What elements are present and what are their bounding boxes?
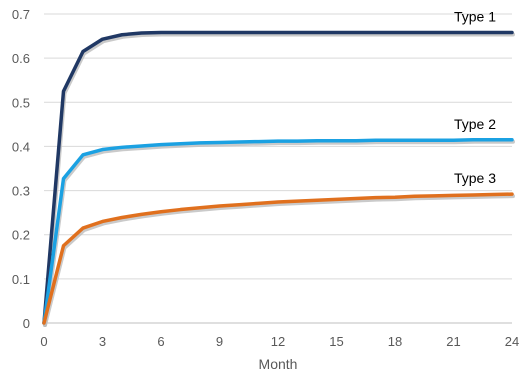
series-line-type-3 (42, 192, 514, 325)
y-tick-label: 0.7 (12, 7, 30, 22)
x-tick-label: 3 (99, 334, 106, 349)
series-label-type-3: Type 3 (454, 170, 496, 186)
x-axis-ticks: 0 3 6 9 12 15 18 21 24 (40, 334, 519, 349)
y-tick-label: 0.1 (12, 272, 30, 287)
x-axis-title: Month (259, 356, 298, 372)
x-tick-label: 12 (271, 334, 285, 349)
x-tick-label: 21 (446, 334, 460, 349)
x-tick-label: 24 (505, 334, 519, 349)
x-tick-label: 18 (388, 334, 402, 349)
y-tick-label: 0.6 (12, 51, 30, 66)
series-label-type-2: Type 2 (454, 116, 496, 132)
series-lines (42, 30, 515, 327)
gridlines (44, 13, 512, 280)
series-line-type-2 (42, 138, 514, 325)
y-tick-label: 0.2 (12, 228, 30, 243)
y-axis-ticks: 0 0.1 0.2 0.3 0.4 0.5 0.6 0.7 (12, 7, 30, 331)
series-shadow-type-1 (43, 32, 515, 327)
y-tick-label: 0.4 (12, 139, 30, 154)
y-tick-label: 0 (23, 316, 30, 331)
series-labels: Type 1 Type 2 Type 3 (454, 9, 496, 187)
series-shadow-type-3 (43, 194, 515, 327)
y-tick-label: 0.3 (12, 184, 30, 199)
x-tick-label: 15 (329, 334, 343, 349)
y-tick-label: 0.5 (12, 95, 30, 110)
series-shadow-type-2 (43, 139, 515, 327)
x-tick-label: 0 (40, 334, 47, 349)
x-tick-label: 6 (157, 334, 164, 349)
x-tick-label: 9 (216, 334, 223, 349)
series-label-type-1: Type 1 (454, 9, 496, 25)
series-line-type-1 (42, 30, 514, 325)
